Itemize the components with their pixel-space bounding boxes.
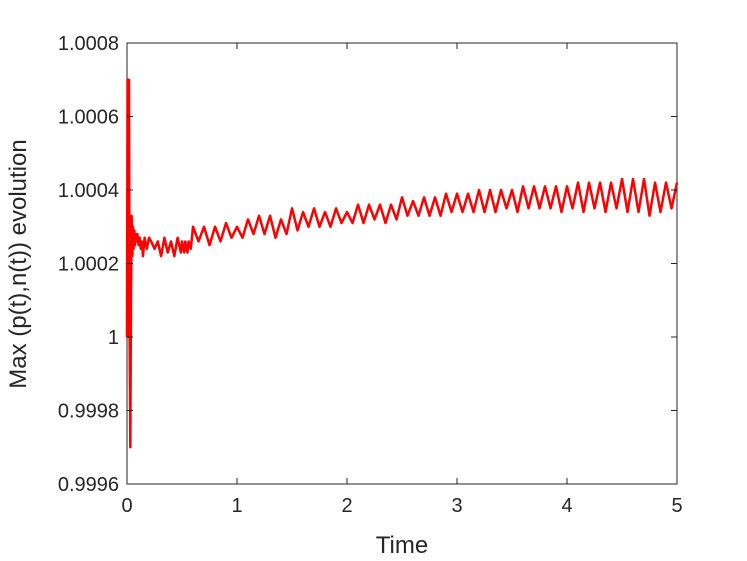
y-tick-label: 0.9996	[58, 474, 119, 496]
y-tick-label: 1	[108, 327, 119, 349]
x-tick-label: 0	[121, 495, 132, 517]
x-tick-label: 2	[341, 495, 352, 517]
series-line-0	[125, 78, 679, 449]
y-axis-title: Max (p(t),n(t)) evolution	[5, 139, 32, 388]
y-tick-label: 1.0002	[58, 254, 119, 276]
x-tick-label: 1	[231, 495, 242, 517]
x-tick-label: 5	[671, 495, 682, 517]
x-tick-label: 3	[451, 495, 462, 517]
y-tick-label: 1.0008	[58, 33, 119, 55]
plot-area	[126, 42, 678, 485]
y-tick-label: 0.9998	[58, 401, 119, 423]
y-axis: 0.9996 0.9998 1 1.0002 1.0004 1.0006 1.0008	[58, 33, 677, 496]
y-tick-label: 1.0006	[58, 107, 119, 129]
x-axis-title: Time	[376, 532, 428, 559]
series-group	[125, 78, 679, 449]
y-tick-label: 1.0004	[58, 180, 119, 202]
x-axis: 0 1 2 3 4 5	[121, 43, 683, 517]
x-tick-label: 4	[561, 495, 572, 517]
